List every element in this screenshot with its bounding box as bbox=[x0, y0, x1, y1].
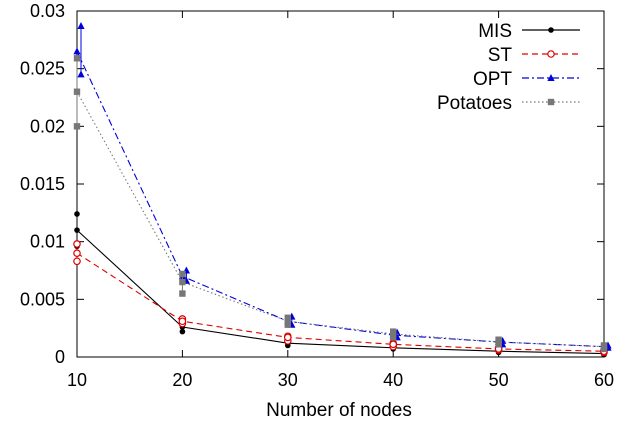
legend: MIS ST OPT Potatoes bbox=[437, 21, 580, 114]
data-point-potatoes bbox=[179, 270, 186, 278]
legend-item-mis: MIS bbox=[478, 21, 580, 42]
x-tick-label: 60 bbox=[594, 370, 614, 390]
mean-point-potatoes bbox=[179, 278, 186, 286]
data-point-st bbox=[73, 257, 81, 266]
mean-point-potatoes bbox=[600, 343, 608, 350]
y-tick-label: 0.03 bbox=[30, 1, 65, 21]
y-tick-label: 0 bbox=[55, 347, 65, 367]
mean-point-st bbox=[389, 340, 398, 349]
series-line-mis bbox=[76, 229, 605, 355]
plot-border bbox=[76, 10, 605, 358]
legend-label-mis: MIS bbox=[478, 21, 512, 42]
y-tick-label: 0.025 bbox=[20, 59, 65, 79]
legend-marker-potatoes bbox=[547, 98, 555, 106]
data-point-potatoes bbox=[73, 123, 81, 130]
series-line-opt bbox=[76, 51, 605, 348]
x-tick-label: 50 bbox=[489, 370, 509, 390]
legend-item-st: ST bbox=[488, 45, 580, 66]
data-point-mis bbox=[179, 328, 186, 335]
series-potatoes bbox=[73, 55, 608, 353]
legend-label-potatoes: Potatoes bbox=[437, 93, 512, 114]
series-layer bbox=[73, 21, 612, 358]
mean-point-potatoes bbox=[284, 318, 291, 325]
legend-marker-opt bbox=[547, 74, 555, 81]
data-point-potatoes bbox=[73, 55, 81, 62]
x-tick-label: 40 bbox=[383, 370, 403, 390]
series-mis bbox=[74, 211, 607, 358]
legend-item-potatoes: Potatoes bbox=[437, 93, 580, 114]
mean-point-st bbox=[73, 249, 81, 258]
data-point-potatoes bbox=[390, 334, 397, 341]
mean-point-potatoes bbox=[390, 330, 397, 338]
series-line-potatoes bbox=[76, 91, 605, 348]
mean-point-st bbox=[283, 333, 292, 342]
plot-frame bbox=[76, 10, 605, 358]
y-tick-label: 0.005 bbox=[20, 289, 65, 309]
data-point-opt bbox=[77, 70, 85, 78]
x-axis-label: Number of nodes bbox=[266, 400, 412, 421]
legend-label-opt: OPT bbox=[473, 69, 512, 90]
data-point-st bbox=[73, 240, 81, 248]
legend-item-opt: OPT bbox=[473, 69, 580, 90]
mean-point-potatoes bbox=[495, 338, 502, 346]
legend-label-st: ST bbox=[488, 45, 513, 66]
data-point-mis bbox=[74, 211, 80, 217]
mean-point-potatoes bbox=[73, 88, 81, 95]
data-point-potatoes bbox=[179, 290, 186, 297]
legend-marker-mis bbox=[548, 27, 554, 33]
mean-point-st bbox=[178, 317, 187, 326]
data-point-potatoes bbox=[284, 321, 291, 328]
x-tick-label: 10 bbox=[67, 370, 87, 390]
x-tick-label: 30 bbox=[278, 370, 298, 390]
x-tick-label: 20 bbox=[172, 370, 192, 390]
mean-point-opt bbox=[73, 47, 81, 55]
y-tick-label: 0.015 bbox=[20, 174, 65, 194]
y-tick-label: 0.01 bbox=[30, 232, 65, 252]
mean-point-mis bbox=[74, 227, 80, 233]
series-line-st bbox=[76, 252, 605, 352]
data-point-potatoes bbox=[284, 314, 291, 321]
y-tick-label: 0.02 bbox=[30, 116, 65, 136]
series-st bbox=[73, 240, 608, 357]
legend-marker-st bbox=[547, 50, 555, 58]
data-point-opt bbox=[77, 21, 85, 29]
axis-ticks: 10 20 30 40 50 60 0 0.005 0.01 0.015 0.02 0.025 0.03 bbox=[20, 1, 614, 390]
